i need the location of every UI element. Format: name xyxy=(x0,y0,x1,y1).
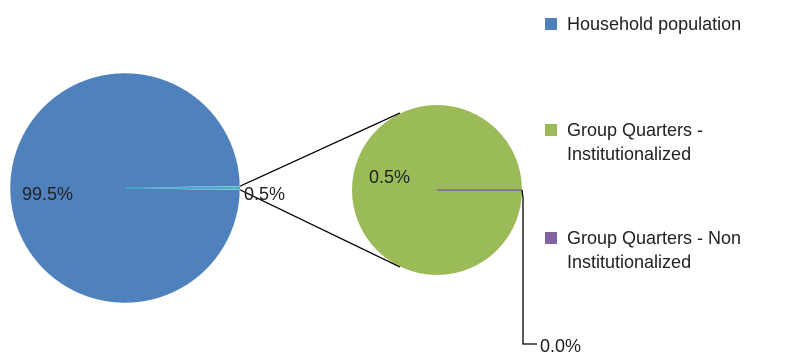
data-label-household-population: 99.5% xyxy=(22,184,73,204)
leader-line-zero-label xyxy=(521,189,537,345)
legend-label: Group Quarters - Institutionalized xyxy=(567,120,704,164)
data-labels: 99.5% 0.5% 0.5% 0.0% xyxy=(22,167,581,356)
slice-household-population xyxy=(9,72,241,304)
data-label-gq-institutionalized: 0.5% xyxy=(369,167,410,187)
legend-swatch xyxy=(545,18,557,30)
legend-label: Group Quarters - Non Institutionalized xyxy=(567,228,742,272)
chart-legend: Household population Group Quarters - Inst… xyxy=(545,12,808,312)
legend-label: Household population xyxy=(567,14,742,34)
legend-swatch xyxy=(545,124,557,136)
secondary-pie xyxy=(352,105,522,275)
connector-lines xyxy=(239,112,401,268)
connector-line-top xyxy=(239,112,401,187)
data-label-gq-non-institutionalized: 0.0% xyxy=(540,336,581,356)
data-label-other: 0.5% xyxy=(244,184,285,204)
main-pie xyxy=(9,72,241,304)
legend-swatch xyxy=(545,232,557,244)
connector-line-bottom xyxy=(239,189,401,268)
